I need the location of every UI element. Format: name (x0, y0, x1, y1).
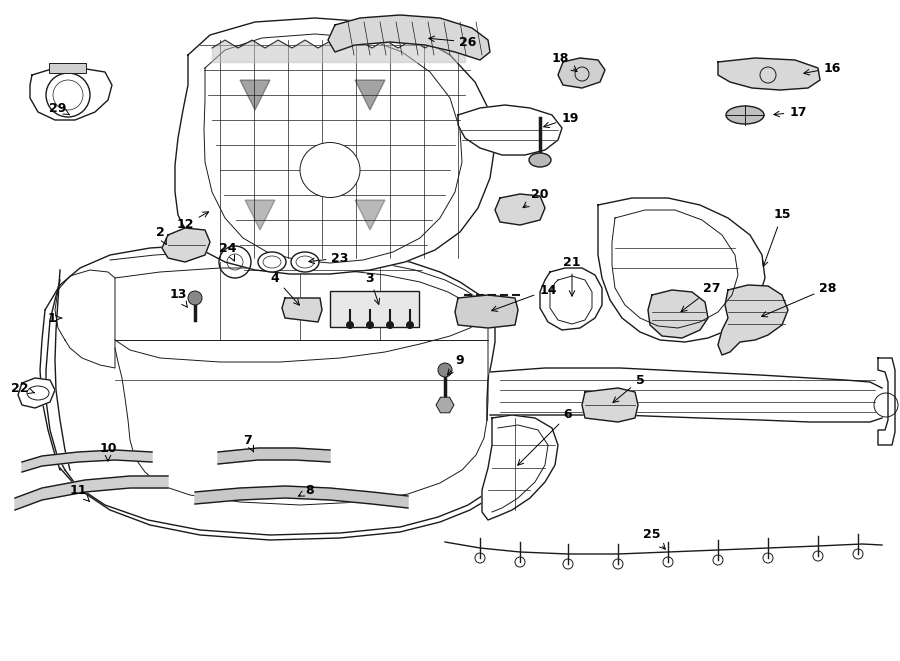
Text: 21: 21 (563, 256, 580, 296)
Polygon shape (458, 105, 562, 155)
Text: 8: 8 (299, 483, 314, 496)
Text: 11: 11 (69, 483, 89, 502)
Circle shape (386, 321, 394, 329)
Polygon shape (718, 58, 820, 90)
Polygon shape (175, 18, 495, 274)
Polygon shape (355, 200, 385, 230)
Polygon shape (540, 268, 602, 330)
Text: 26: 26 (428, 36, 477, 48)
Polygon shape (240, 80, 270, 110)
Text: 9: 9 (447, 354, 464, 375)
Polygon shape (15, 476, 168, 510)
Text: 4: 4 (271, 272, 300, 305)
Text: 22: 22 (11, 381, 34, 395)
Text: 12: 12 (176, 212, 209, 231)
Polygon shape (355, 80, 385, 110)
Text: 2: 2 (156, 225, 166, 245)
Text: 18: 18 (552, 52, 577, 71)
Text: 29: 29 (50, 102, 69, 115)
Text: 6: 6 (518, 408, 572, 465)
Polygon shape (18, 378, 55, 408)
Text: 16: 16 (804, 61, 841, 75)
Polygon shape (436, 397, 454, 412)
FancyBboxPatch shape (330, 291, 419, 327)
Text: 3: 3 (365, 272, 380, 304)
Ellipse shape (291, 252, 319, 272)
Ellipse shape (27, 386, 49, 400)
Text: 23: 23 (309, 251, 348, 264)
Text: 20: 20 (523, 188, 549, 208)
FancyBboxPatch shape (49, 63, 86, 73)
Polygon shape (718, 285, 788, 355)
Polygon shape (162, 228, 210, 262)
Circle shape (366, 321, 374, 329)
Text: 5: 5 (613, 373, 644, 403)
Text: 19: 19 (544, 112, 579, 128)
Circle shape (438, 363, 452, 377)
Circle shape (406, 321, 414, 329)
Text: 24: 24 (220, 241, 237, 261)
Polygon shape (482, 415, 558, 520)
Ellipse shape (726, 106, 764, 124)
Polygon shape (455, 295, 518, 328)
Circle shape (346, 321, 354, 329)
Polygon shape (328, 15, 490, 60)
Circle shape (188, 291, 202, 305)
Ellipse shape (529, 153, 551, 167)
Polygon shape (490, 368, 882, 422)
Text: 1: 1 (48, 311, 62, 325)
Polygon shape (558, 58, 605, 88)
Text: 7: 7 (244, 434, 254, 452)
Text: 28: 28 (761, 282, 837, 317)
Polygon shape (582, 388, 638, 422)
Text: 25: 25 (644, 529, 665, 549)
Text: 15: 15 (762, 208, 791, 266)
Ellipse shape (263, 256, 281, 268)
Text: 13: 13 (169, 288, 187, 307)
Polygon shape (878, 358, 895, 445)
Polygon shape (598, 198, 765, 342)
Ellipse shape (296, 256, 314, 268)
Ellipse shape (258, 252, 286, 272)
Ellipse shape (300, 143, 360, 198)
Polygon shape (648, 290, 708, 338)
Polygon shape (282, 298, 322, 322)
Polygon shape (30, 68, 112, 120)
Text: 10: 10 (99, 442, 117, 461)
Polygon shape (495, 194, 545, 225)
Text: 27: 27 (681, 282, 721, 311)
Text: 14: 14 (491, 284, 557, 311)
Polygon shape (218, 448, 330, 464)
Polygon shape (245, 200, 275, 230)
Polygon shape (195, 486, 408, 508)
Text: 17: 17 (774, 106, 806, 118)
Polygon shape (22, 450, 152, 472)
